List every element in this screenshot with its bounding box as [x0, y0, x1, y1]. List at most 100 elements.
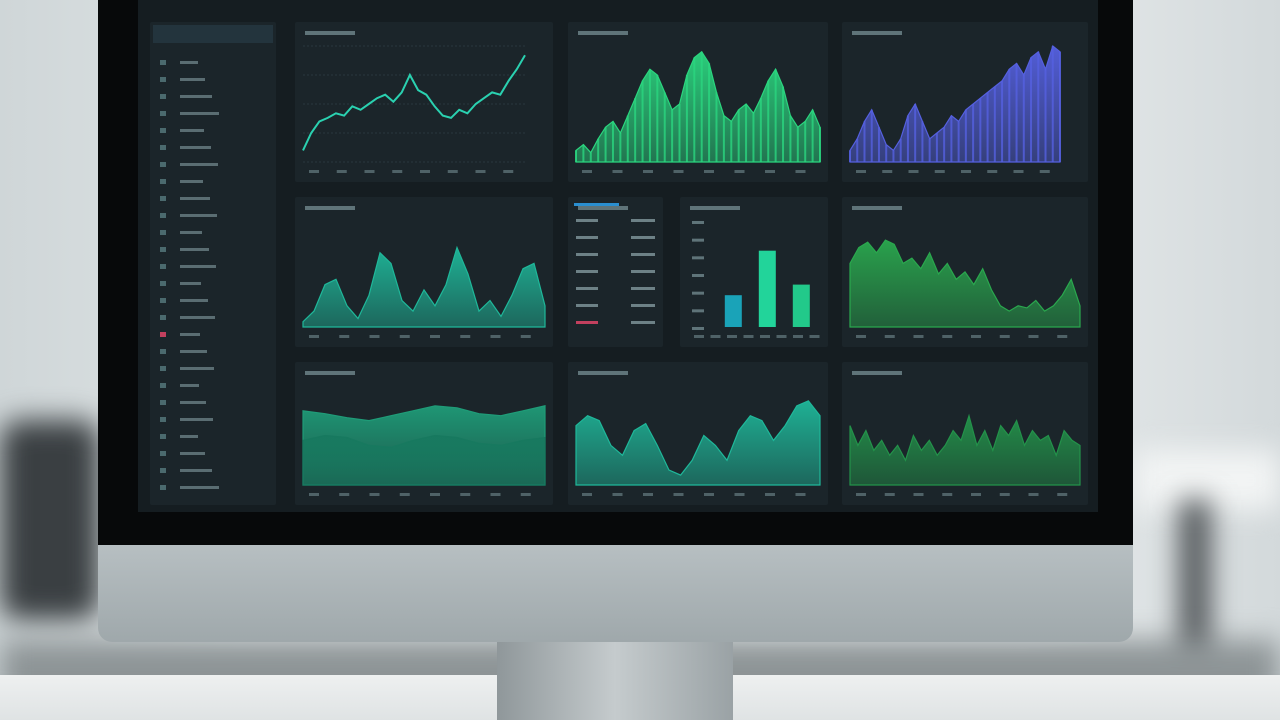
sidebar-icon [160, 366, 166, 371]
x-axis-placeholder [743, 335, 754, 338]
x-axis-placeholder [884, 335, 895, 338]
sidebar-item [180, 197, 210, 200]
panel [842, 362, 1088, 505]
sidebar-item [180, 214, 217, 217]
panel-title-placeholder [578, 371, 628, 375]
x-axis-placeholder [369, 493, 380, 496]
sidebar-icon [160, 264, 166, 269]
x-axis-placeholder [612, 493, 623, 496]
sidebar-item [180, 469, 212, 472]
y-axis-placeholder [692, 238, 704, 242]
x-axis-placeholder [913, 493, 924, 496]
x-axis-placeholder [1039, 170, 1050, 173]
x-axis-placeholder [913, 335, 924, 338]
sidebar-icon [160, 111, 166, 116]
list-value [631, 287, 655, 290]
panel-title-placeholder [852, 371, 902, 375]
area-series [575, 400, 821, 486]
x-axis-placeholder [582, 170, 592, 173]
x-axis-placeholder [643, 170, 653, 173]
list-item [576, 287, 598, 290]
sidebar-item [180, 486, 219, 489]
x-axis-placeholder [673, 170, 684, 173]
x-axis-placeholder [734, 170, 745, 173]
x-axis-placeholder [760, 335, 770, 338]
sidebar-item [180, 112, 219, 115]
x-axis-placeholder [339, 335, 350, 338]
chair [0, 420, 100, 620]
x-axis-placeholder [856, 170, 866, 173]
x-axis-placeholder [420, 170, 430, 173]
sidebar-icon [160, 162, 166, 167]
sidebar-item [180, 95, 212, 98]
y-axis-placeholder [692, 291, 704, 295]
y-axis-placeholder [692, 327, 704, 330]
x-axis-placeholder [460, 493, 471, 496]
x-axis-placeholder [309, 335, 319, 338]
panel-title-placeholder [578, 206, 628, 210]
panel [295, 362, 553, 505]
monitor-chin [98, 540, 1133, 642]
list-header [574, 203, 619, 206]
x-axis-placeholder [1028, 335, 1039, 338]
x-axis-placeholder [795, 493, 806, 496]
x-axis-placeholder [734, 493, 745, 496]
panel [568, 197, 663, 347]
list-value [631, 270, 655, 273]
panel [680, 197, 828, 347]
panel-title-placeholder [852, 31, 902, 35]
x-axis-placeholder [430, 335, 440, 338]
x-axis-placeholder [447, 170, 458, 173]
sidebar-icon [160, 213, 166, 218]
panel-title-placeholder [305, 371, 355, 375]
x-axis-placeholder [673, 493, 684, 496]
x-axis-placeholder [1057, 493, 1068, 496]
panel [295, 197, 553, 347]
sidebar-icon [160, 383, 166, 388]
x-axis-placeholder [727, 335, 737, 338]
sidebar-icon [160, 468, 166, 473]
x-axis-placeholder [309, 170, 319, 173]
list-item [576, 270, 598, 273]
x-axis-placeholder [999, 493, 1010, 496]
x-axis-placeholder [1057, 335, 1068, 338]
sidebar-icon [160, 60, 166, 65]
x-axis-placeholder [809, 335, 820, 338]
x-axis-placeholder [490, 493, 501, 496]
sidebar-icon [160, 145, 166, 150]
sidebar-icon [160, 196, 166, 201]
line-series [302, 54, 526, 151]
panel-title-placeholder [578, 31, 628, 35]
sidebar-icon [160, 94, 166, 99]
panel-title-placeholder [852, 206, 902, 210]
x-axis-placeholder [520, 493, 531, 496]
list-value [631, 236, 655, 239]
x-axis-placeholder [399, 335, 410, 338]
x-axis-placeholder [999, 335, 1010, 338]
x-axis-placeholder [765, 493, 775, 496]
sidebar-icon [160, 485, 166, 490]
x-axis-placeholder [582, 493, 592, 496]
list-item [576, 236, 598, 239]
x-axis-placeholder [961, 170, 971, 173]
x-axis-placeholder [392, 170, 403, 173]
sidebar-icon [160, 332, 166, 337]
area-series [849, 239, 1081, 328]
x-axis-placeholder [430, 493, 440, 496]
panel-title-placeholder [305, 206, 355, 210]
x-axis-placeholder [520, 335, 531, 338]
x-axis-placeholder [971, 493, 981, 496]
bar [724, 295, 742, 327]
x-axis-placeholder [971, 335, 981, 338]
sidebar-icon [160, 247, 166, 252]
x-axis-placeholder [339, 493, 350, 496]
area-series [302, 245, 546, 328]
bar [792, 284, 810, 327]
y-axis-placeholder [692, 256, 704, 260]
sidebar-item [180, 180, 203, 183]
x-axis-placeholder [364, 170, 375, 173]
y-axis-placeholder [692, 274, 704, 277]
sidebar-item [180, 316, 215, 319]
sidebar-item [180, 384, 199, 387]
